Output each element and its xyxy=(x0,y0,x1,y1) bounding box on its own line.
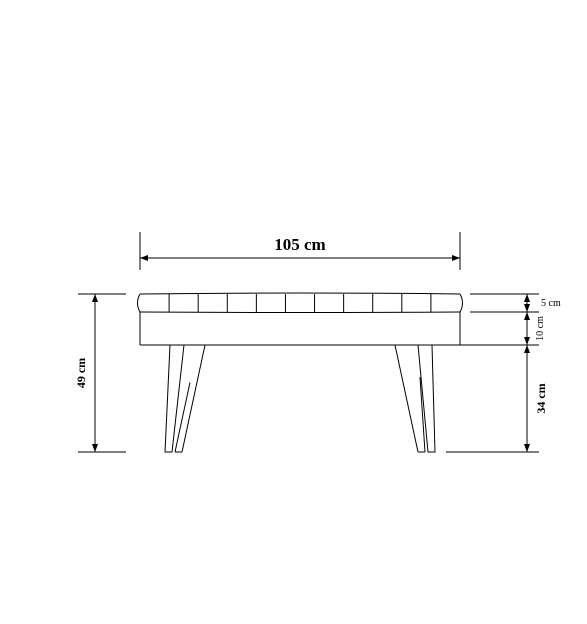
svg-text:10 cm: 10 cm xyxy=(535,316,546,341)
svg-text:105 cm: 105 cm xyxy=(274,235,325,254)
technical-drawing-svg: 105 cm 49 cm 5 cm 10 cm 34 cm xyxy=(0,0,587,619)
svg-text:34 cm: 34 cm xyxy=(534,383,548,413)
svg-text:49 cm: 49 cm xyxy=(74,358,88,388)
drawing-canvas: 105 cm 49 cm 5 cm 10 cm 34 cm xyxy=(0,0,587,619)
svg-text:5 cm: 5 cm xyxy=(541,298,561,309)
